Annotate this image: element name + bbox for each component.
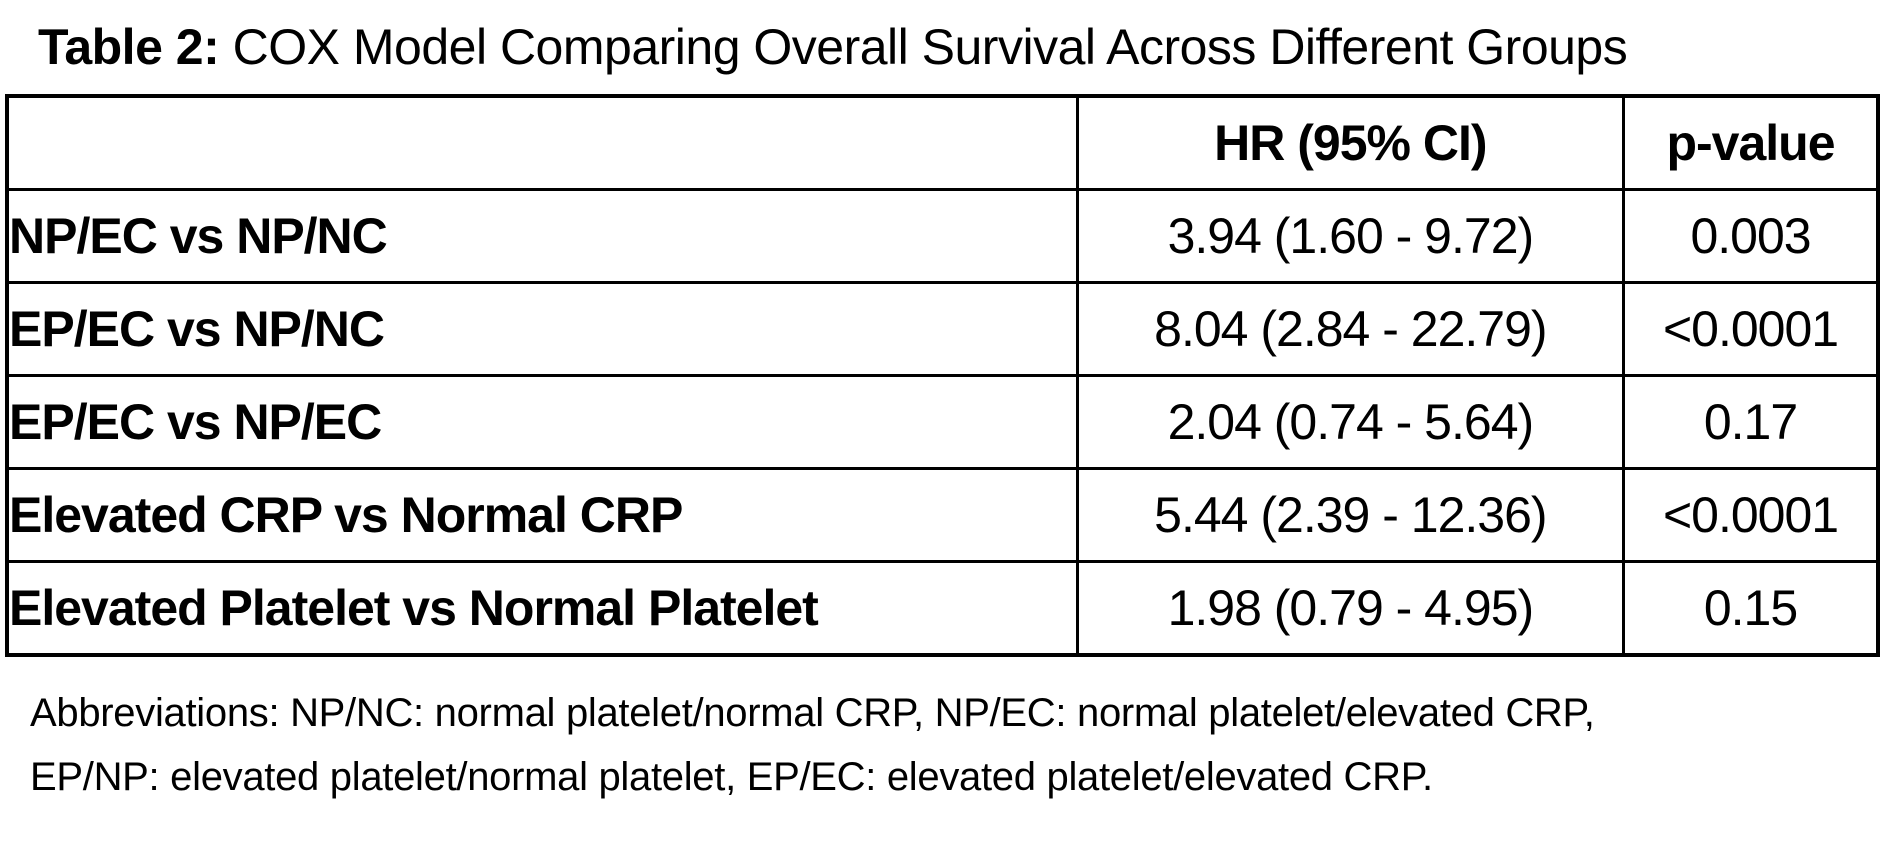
header-hr-ci: HR (95% CI) [1075,94,1626,191]
table-title-text: COX Model Comparing Overall Survival Acr… [219,19,1628,75]
header-row: HR (95% CI) p-value [5,94,1880,191]
group-cell: NP/EC vs NP/NC [5,188,1079,284]
table-row: EP/EC vs NP/EC 2.04 (0.74 - 5.64) 0.17 [5,374,1880,470]
hr-ci-cell: 2.04 (0.74 - 5.64) [1075,374,1626,470]
table-row: Elevated Platelet vs Normal Platelet 1.9… [5,560,1880,657]
cox-model-table: HR (95% CI) p-value NP/EC vs NP/NC 3.94 … [5,94,1880,657]
abbreviations-line-2: EP/NP: elevated platelet/normal platelet… [30,755,1433,799]
group-cell: Elevated CRP vs Normal CRP [5,467,1079,563]
header-empty-cell [5,94,1079,191]
group-cell: Elevated Platelet vs Normal Platelet [5,560,1079,657]
p-value-cell: <0.0001 [1622,467,1880,563]
table-title-label: Table 2: [38,19,220,75]
hr-ci-cell: 8.04 (2.84 - 22.79) [1075,281,1626,377]
page: Table 2: COX Model Comparing Overall Sur… [0,16,1885,852]
table-row: NP/EC vs NP/NC 3.94 (1.60 - 9.72) 0.003 [5,188,1880,284]
abbreviations-note: Abbreviations: NP/NC: normal platelet/no… [30,681,1885,809]
p-value-cell: 0.003 [1622,188,1880,284]
group-cell: EP/EC vs NP/NC [5,281,1079,377]
header-p-value: p-value [1622,94,1880,191]
p-value-cell: 0.17 [1622,374,1880,470]
table-row: Elevated CRP vs Normal CRP 5.44 (2.39 - … [5,467,1880,563]
group-cell: EP/EC vs NP/EC [5,374,1079,470]
table-title: Table 2: COX Model Comparing Overall Sur… [38,16,1885,78]
p-value-cell: 0.15 [1622,560,1880,657]
p-value-cell: <0.0001 [1622,281,1880,377]
hr-ci-cell: 1.98 (0.79 - 4.95) [1075,560,1626,657]
hr-ci-cell: 5.44 (2.39 - 12.36) [1075,467,1626,563]
table-row: EP/EC vs NP/NC 8.04 (2.84 - 22.79) <0.00… [5,281,1880,377]
hr-ci-cell: 3.94 (1.60 - 9.72) [1075,188,1626,284]
abbreviations-line-1: Abbreviations: NP/NC: normal platelet/no… [30,691,1595,735]
